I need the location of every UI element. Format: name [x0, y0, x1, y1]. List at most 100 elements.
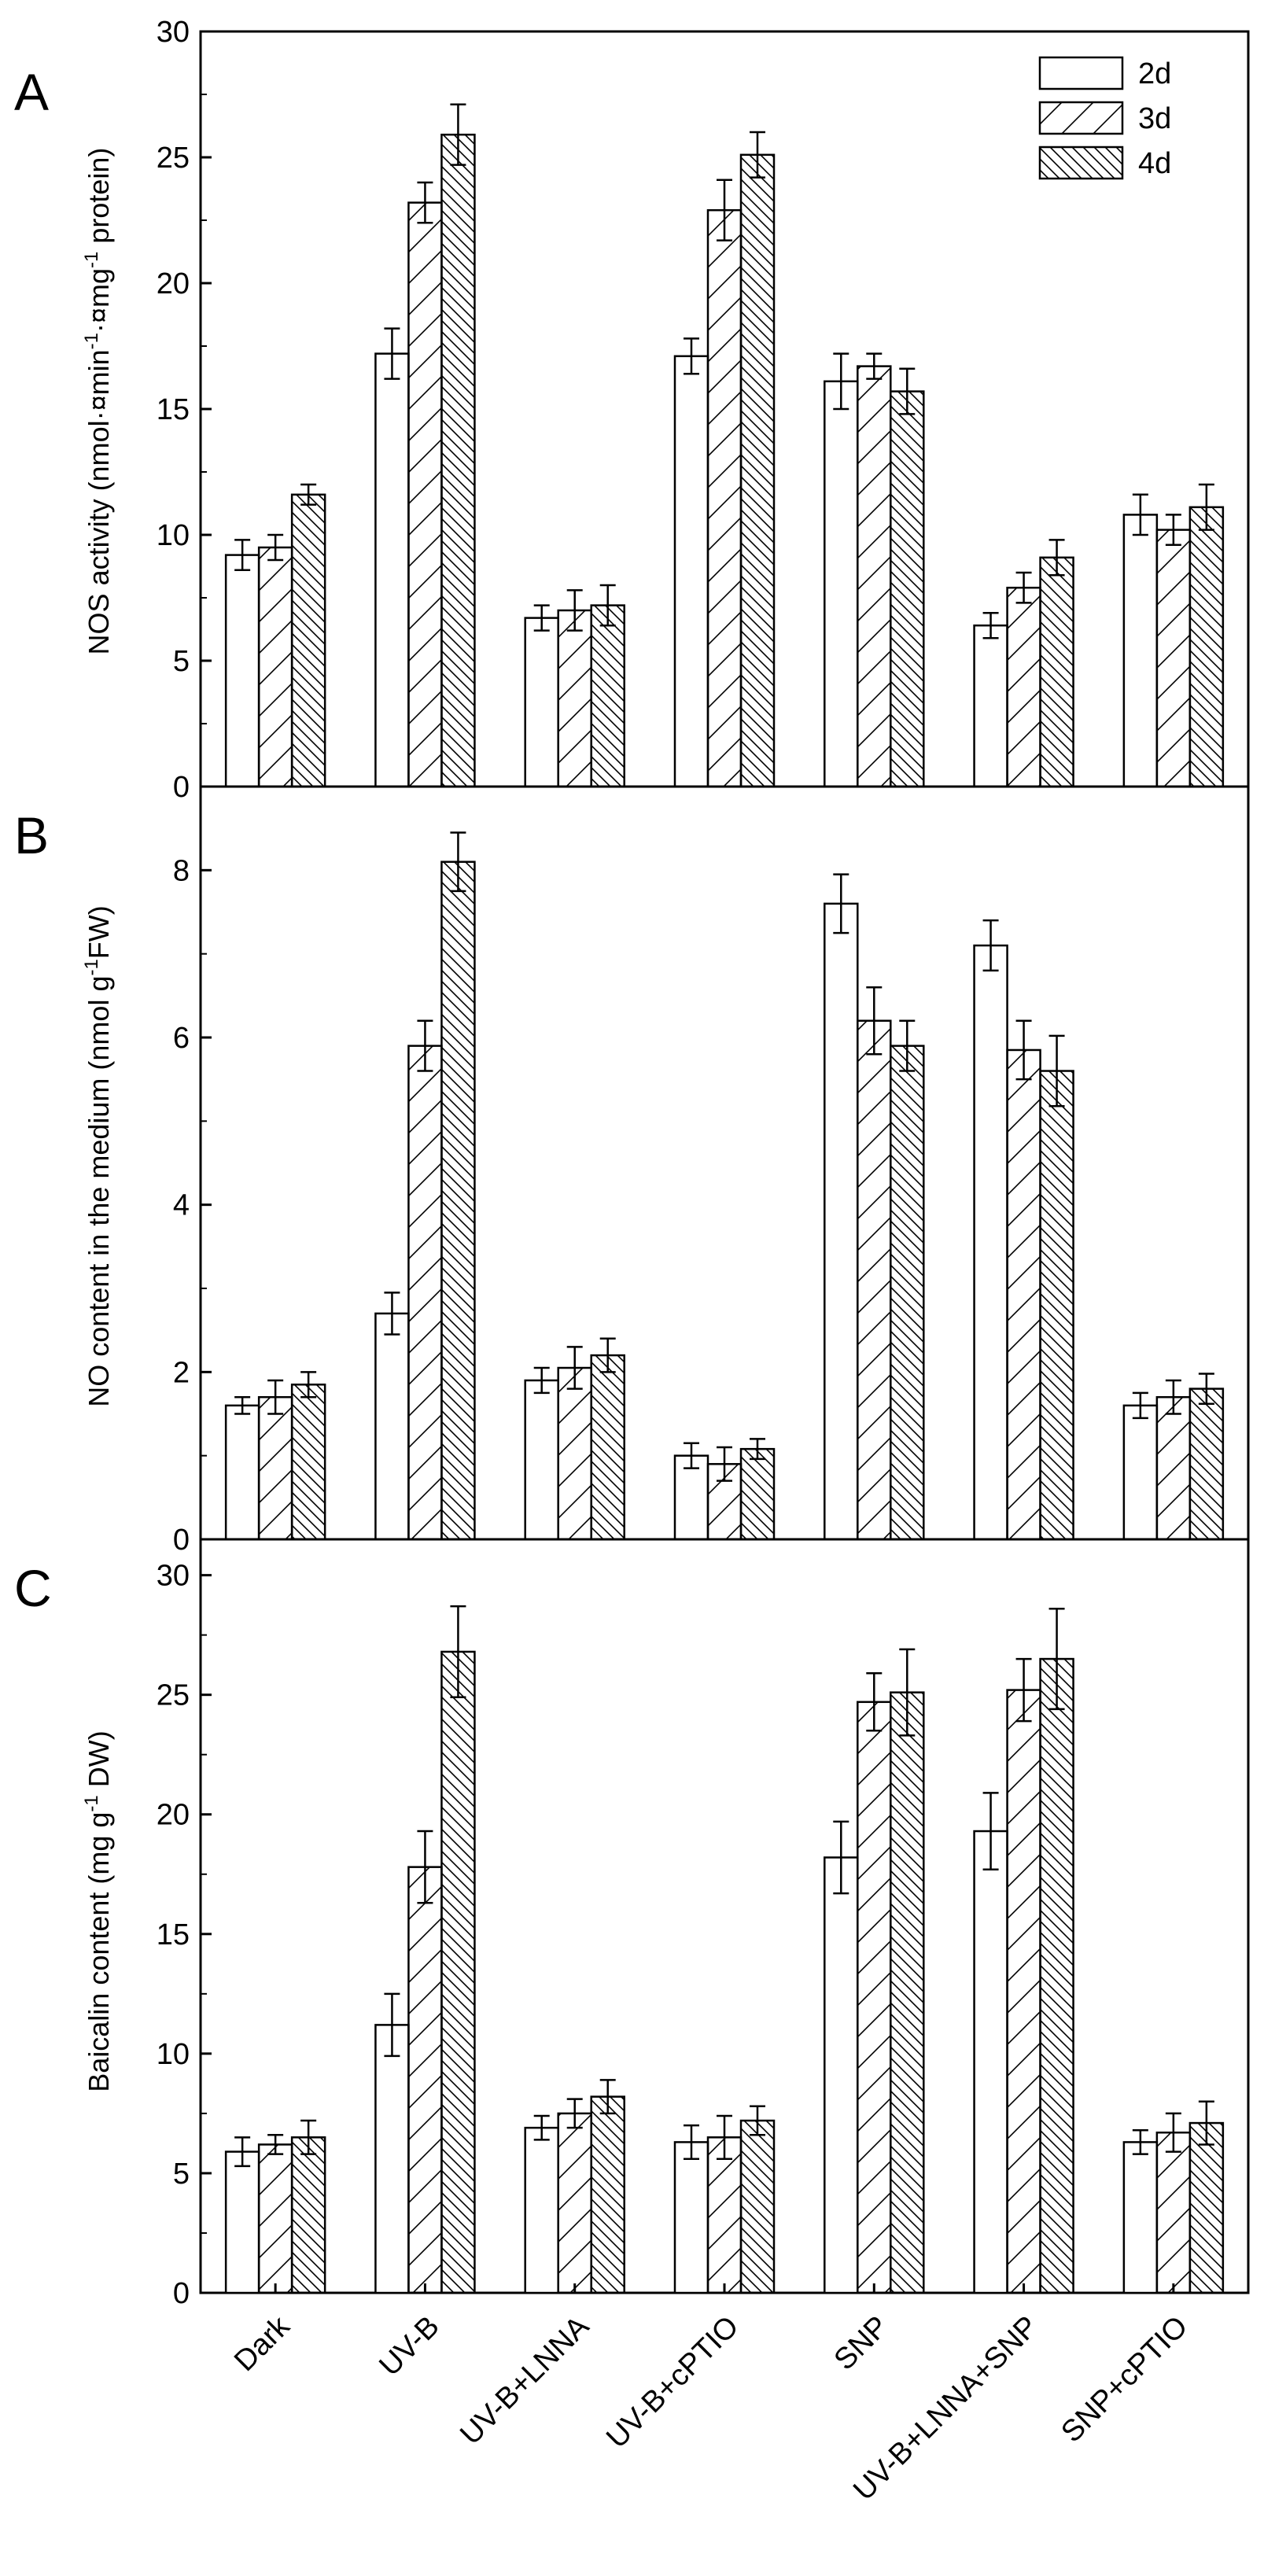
bar	[1122, 2141, 1159, 2294]
bar	[673, 355, 709, 788]
y-tick-label: 25	[157, 142, 190, 175]
bar	[1188, 506, 1225, 788]
y-tick-label: 0	[173, 2277, 190, 2310]
bar	[739, 153, 776, 788]
bar	[1039, 1070, 1074, 1541]
bar	[857, 1019, 892, 1541]
bar	[1122, 1404, 1159, 1541]
panel-c: C Baicalin content (mg g-1 DW) 0 5 10 15 20 2…	[14, 1538, 1250, 2310]
bar	[374, 352, 410, 788]
y-axis-title-c: Baicalin content (mg g-1 DW)	[81, 1730, 115, 2092]
panel-label-c: C	[14, 1559, 52, 1617]
bar	[557, 1366, 592, 1541]
y-tick-label: 25	[157, 1679, 190, 1712]
bar	[1039, 556, 1074, 788]
y-tick-label: 5	[173, 645, 190, 678]
legend-swatch	[1038, 146, 1124, 180]
y-tick-label: 0	[173, 1524, 190, 1557]
x-category-label: UV-B+cPTIO	[600, 2310, 745, 2455]
bar	[1155, 2131, 1192, 2294]
legend-swatch	[1038, 56, 1124, 90]
bar	[557, 2112, 592, 2294]
legend-swatch	[1038, 101, 1124, 135]
x-category-label: Dark	[228, 2309, 297, 2378]
y-tick-label: 4	[173, 1189, 190, 1222]
bar	[706, 208, 743, 788]
x-axis-categories: Dark UV-B UV-B+LNNA UV-B+cPTIO SNPUV-B+LNNA+…	[228, 2309, 1194, 2507]
y-tick-label: 0	[173, 771, 190, 804]
bar	[440, 133, 476, 788]
bar	[224, 2150, 260, 2294]
bar	[739, 2119, 776, 2294]
y-tick-label: 8	[173, 854, 190, 887]
bar	[407, 1045, 443, 1541]
panel-a: A NOS activity (nmol·¤min-1·¤mg-1 protei…	[14, 16, 1250, 804]
bar	[857, 365, 892, 788]
panel-label-a: A	[14, 63, 49, 121]
bar	[224, 1404, 260, 1541]
bar	[857, 1701, 892, 2294]
bar	[440, 861, 476, 1541]
x-category-label: SNP	[828, 2310, 895, 2377]
bar	[1188, 1388, 1225, 1541]
bar	[590, 1354, 625, 1541]
bar	[374, 1312, 410, 1541]
bar	[673, 2141, 709, 2294]
panel-label-b: B	[14, 806, 49, 864]
plot-frame	[199, 785, 1250, 1541]
y-tick-label: 15	[157, 393, 190, 426]
panel-b: B NO content in the medium (nmol g-1FW) …	[14, 785, 1250, 1557]
bar	[524, 2126, 559, 2294]
bar	[524, 1379, 559, 1541]
svg-text:NOS activity (nmol·¤min-1·¤mg-: NOS activity (nmol·¤min-1·¤mg-1 protein)	[81, 148, 115, 655]
y-tick-label: 30	[157, 1560, 190, 1593]
bar	[407, 1866, 443, 2294]
bar	[257, 2143, 293, 2294]
bar	[590, 2095, 625, 2294]
bar	[557, 609, 592, 788]
bar	[407, 201, 443, 788]
bar	[224, 554, 260, 788]
y-tick-label: 20	[157, 267, 190, 300]
x-category-label: UV-B+LNNA	[454, 2309, 595, 2451]
bar	[824, 902, 859, 1541]
bar	[890, 390, 925, 788]
bar	[739, 1447, 776, 1541]
y-axis-title-b: NO content in the medium (nmol g-1FW)	[81, 905, 115, 1407]
bar	[1155, 529, 1192, 788]
bar	[890, 1045, 925, 1541]
y-tick-label: 6	[173, 1022, 190, 1055]
bar	[257, 1395, 293, 1541]
bar	[824, 380, 859, 788]
bar	[440, 1650, 476, 2294]
bar	[524, 617, 559, 788]
y-tick-label: 15	[157, 1918, 190, 1951]
legend-label: 3d	[1138, 102, 1171, 135]
legend: 2d 3d 4d	[1038, 56, 1171, 180]
bar	[1039, 1657, 1074, 2294]
legend-label: 4d	[1138, 147, 1171, 180]
y-tick-label: 10	[157, 519, 190, 552]
bar	[1006, 1048, 1041, 1541]
bar	[257, 546, 293, 788]
bar	[824, 1856, 859, 2294]
bar	[1006, 1689, 1041, 2294]
svg-text:NO content in the medium (nmo: NO content in the medium (nmol g-1FW)	[81, 905, 115, 1407]
bar	[973, 1830, 1008, 2294]
x-category-label: SNP+cPTIO	[1055, 2310, 1194, 2449]
legend-label: 2d	[1138, 57, 1171, 90]
bar	[973, 944, 1008, 1541]
y-tick-label: 5	[173, 2158, 190, 2191]
y-tick-label: 20	[157, 1799, 190, 1832]
bar	[973, 624, 1008, 788]
y-tick-label: 30	[157, 16, 190, 49]
bar	[374, 2024, 410, 2294]
y-tick-label: 10	[157, 2038, 190, 2071]
bar	[590, 604, 625, 788]
bar	[1006, 586, 1041, 788]
bar	[1155, 1395, 1192, 1541]
bar	[706, 2136, 743, 2294]
bar	[290, 2136, 326, 2294]
y-tick-label: 2	[173, 1356, 190, 1389]
